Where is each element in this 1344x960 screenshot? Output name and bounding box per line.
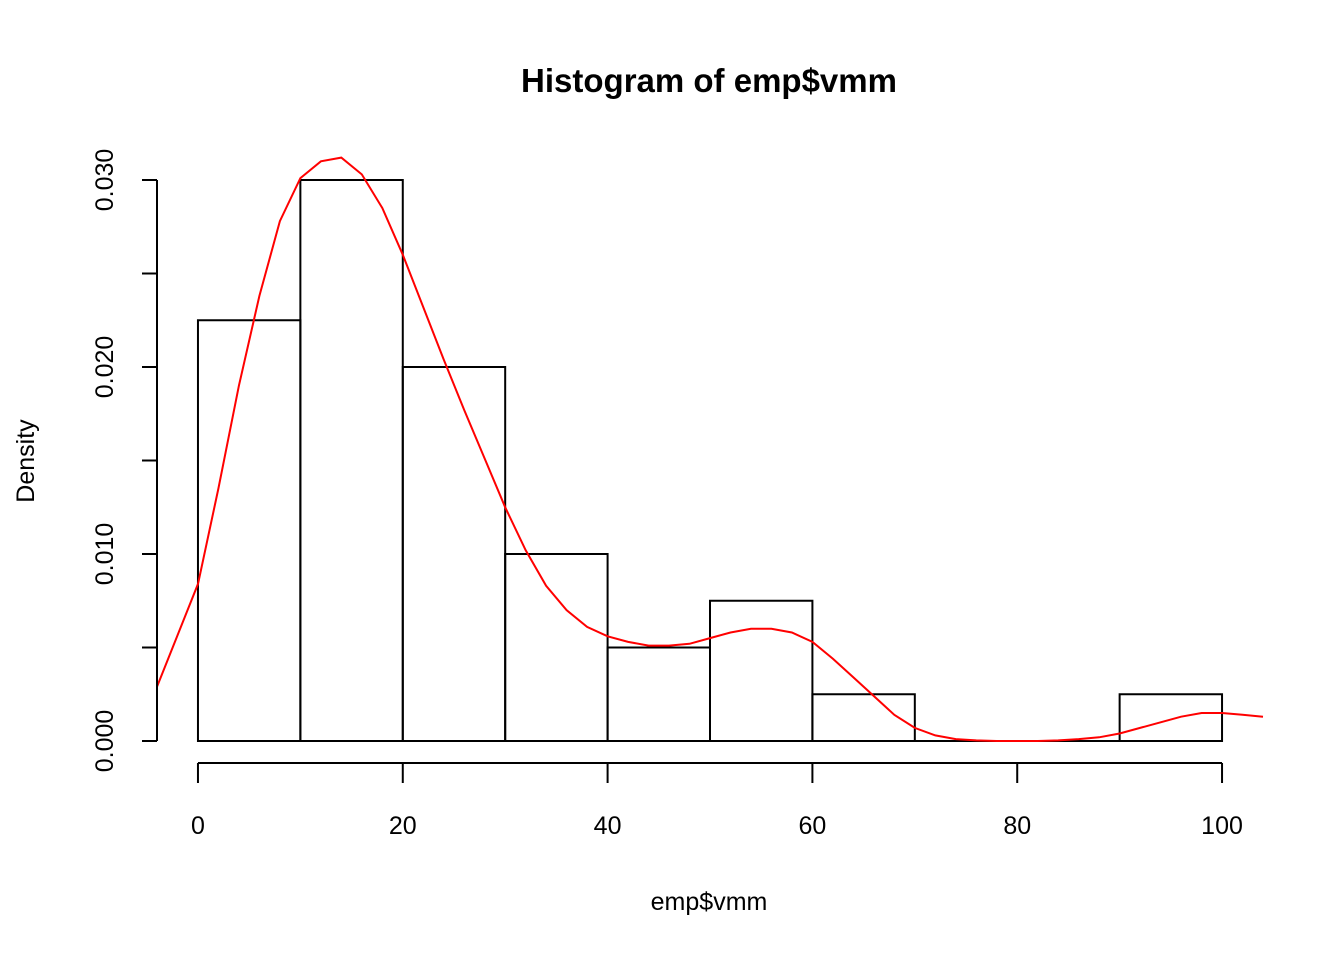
x-tick-label: 20 [389,812,417,840]
y-tick-label: 0.020 [91,336,119,399]
x-tick-label: 80 [1003,812,1031,840]
chart-title: Histogram of emp$vmm [521,62,897,99]
x-tick-label: 100 [1201,812,1243,840]
histogram-bar-4 [606,646,711,742]
histogram-bar-2 [401,366,507,742]
histogram-bar-6 [811,693,916,742]
y-tick-label: 0.030 [91,149,119,212]
histogram-bar-0 [196,319,302,742]
x-axis-label: emp$vmm [651,888,768,916]
x-tick-label: 0 [191,812,205,840]
density-curve [156,156,1264,742]
x-tick-label: 60 [799,812,827,840]
y-tick-label: 0.000 [91,710,119,773]
y-axis: 0.000 0.010 0.020 0.030 [91,149,158,773]
x-tick-label: 40 [594,812,622,840]
histogram-bars [196,179,1224,742]
histogram-bar-1 [299,179,404,742]
histogram-bar-5 [709,599,814,742]
x-axis: 0 20 40 60 80 100 [191,762,1243,840]
histogram-bar-9 [1118,693,1224,742]
histogram-bar-3 [504,553,609,742]
y-axis-label: Density [12,419,40,503]
y-tick-label: 0.010 [91,523,119,586]
